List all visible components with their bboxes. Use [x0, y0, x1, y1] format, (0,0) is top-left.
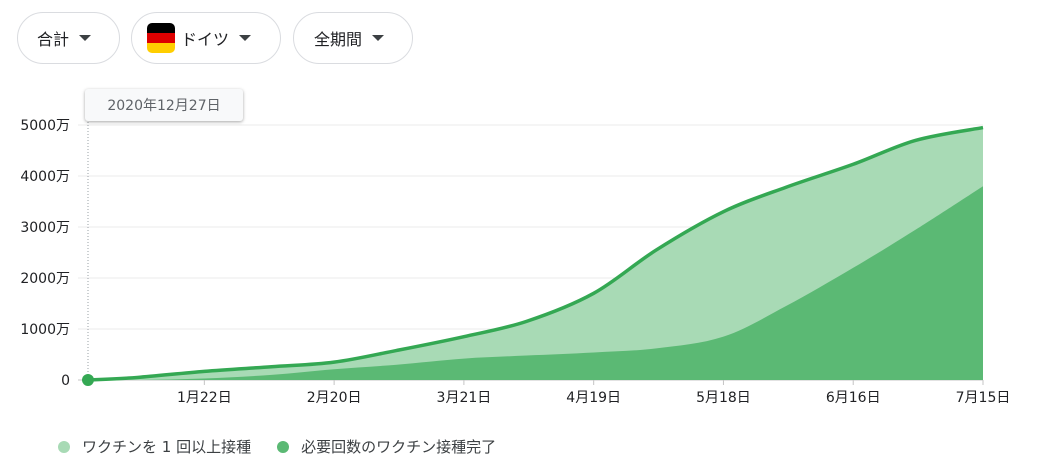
legend-dot-one-dose	[58, 440, 70, 453]
x-tick-label: 3月21日	[437, 390, 492, 406]
legend-item-fully-vaccinated[interactable]: 必要回数のワクチン接種完了	[277, 436, 496, 457]
dropdown-caret-icon	[79, 35, 92, 41]
y-tick-label: 1000万	[20, 322, 70, 338]
y-tick-label: 3000万	[20, 220, 70, 236]
x-tick-label: 4月19日	[566, 390, 621, 406]
y-tick-label: 0	[61, 373, 70, 389]
legend-dot-fully-vaccinated	[277, 440, 290, 453]
flag-stripe-black	[147, 23, 175, 33]
metric-dropdown-label: 合計	[37, 30, 70, 49]
germany-flag-icon	[147, 23, 175, 53]
legend-label-one-dose: ワクチンを 1 回以上接種	[82, 438, 252, 456]
y-tick-label: 2000万	[20, 271, 70, 287]
legend-item-one-dose[interactable]: ワクチンを 1 回以上接種	[58, 436, 251, 457]
area-fully-vaccinated	[88, 186, 983, 380]
flag-stripe-red	[147, 33, 175, 43]
period-dropdown-label: 全期間	[314, 30, 363, 49]
y-tick-label: 5000万	[20, 118, 70, 134]
hover-indicator-dot	[82, 374, 94, 386]
flag-stripe-gold	[147, 43, 175, 53]
x-tick-label: 5月18日	[696, 390, 751, 406]
x-tick-label: 7月15日	[956, 390, 1011, 406]
metric-dropdown[interactable]: 合計	[17, 12, 120, 64]
area-one-dose	[88, 127, 983, 380]
x-tick-label: 1月22日	[177, 390, 232, 406]
country-dropdown-label: ドイツ	[181, 30, 230, 49]
x-tick-label: 2月20日	[307, 390, 362, 406]
period-dropdown[interactable]: 全期間	[293, 12, 413, 64]
line-one-dose	[87, 125, 984, 382]
dropdown-caret-icon	[239, 35, 252, 41]
chart-legend: ワクチンを 1 回以上接種 必要回数のワクチン接種完了	[58, 436, 522, 457]
legend-label-fully-vaccinated: 必要回数のワクチン接種完了	[301, 438, 497, 456]
date-tooltip: 2020年12月27日	[85, 89, 243, 121]
dropdown-caret-icon	[372, 35, 385, 41]
y-tick-label: 4000万	[20, 169, 70, 185]
country-dropdown[interactable]: ドイツ	[131, 12, 281, 64]
x-tick-label: 6月16日	[826, 390, 881, 406]
vaccination-chart[interactable]: 0 1000万 2000万 3000万 4000万 5000万 1月22日 2月20日 3月2…	[0, 0, 1038, 430]
